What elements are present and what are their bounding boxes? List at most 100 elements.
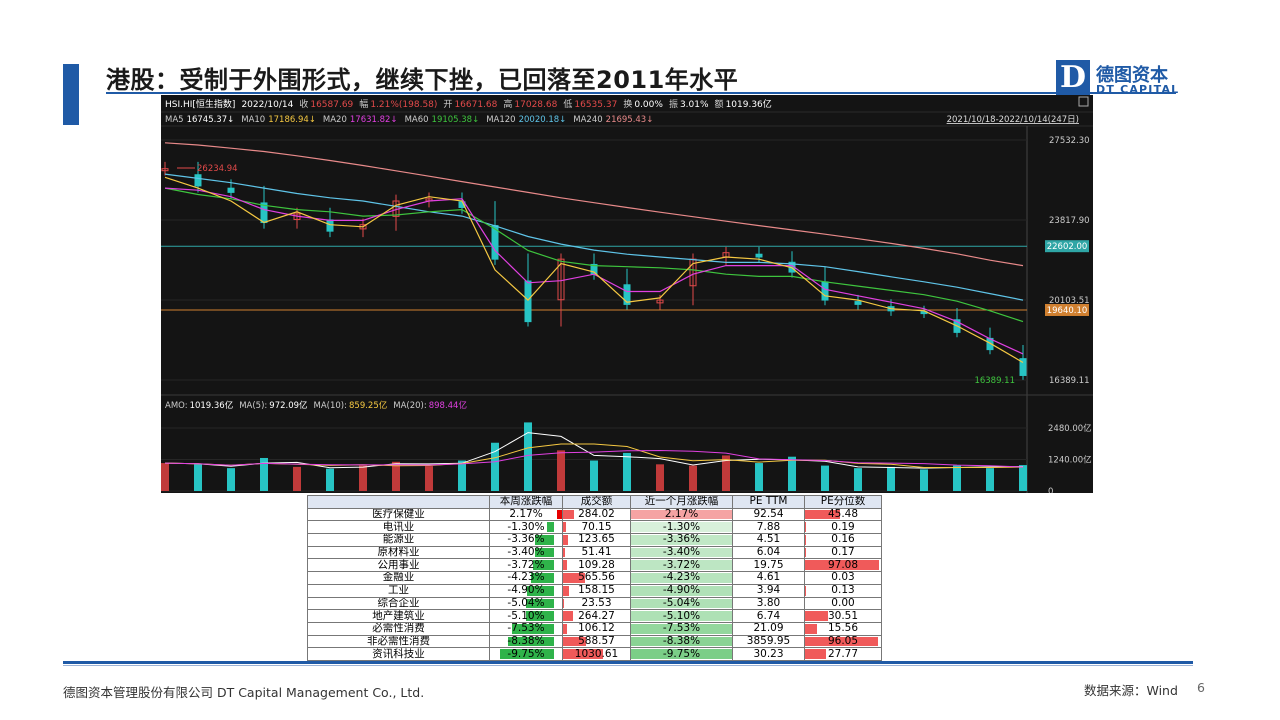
amount-cell: 158.15 (562, 583, 631, 598)
expand-icon (1078, 96, 1089, 107)
week-change-cell-bar (533, 560, 554, 571)
ma-line-ma60 (164, 187, 1024, 323)
pe-ttm-cell-text: 21.09 (753, 622, 784, 635)
volume-legend-value: 972.09亿 (269, 400, 307, 411)
title-underline (106, 92, 1176, 94)
sector-name-cell-text: 资讯科技业 (372, 647, 425, 660)
pe-ttm-cell-text: 6.74 (756, 609, 781, 622)
sector-table-body: 医疗保健业 2.17% 284.02 2.17% 92.54 45.48 电讯业 -1.30%… (307, 507, 882, 661)
price-tick-label: 27532.30 (1049, 136, 1090, 146)
month-change-cell-text: -5.04% (662, 597, 701, 609)
volume-bar (359, 465, 367, 491)
info-bar-text: 16587.69 (310, 100, 353, 110)
volume-bar (623, 452, 631, 491)
footer-rule (63, 661, 1193, 664)
volume-bar (524, 422, 532, 491)
volume-bar (458, 460, 466, 491)
amount-cell: 588.57 (562, 634, 631, 649)
amount-cell: 565.56 (562, 571, 631, 585)
amount-cell-text: 51.41 (581, 546, 612, 559)
sector-name-cell-text: 公用事业 (377, 558, 420, 571)
sector-name-cell-text: 综合企业 (377, 597, 420, 609)
price-tick-label: 20103.51 (1049, 296, 1090, 306)
sector-name-cell-text: 非必需性消费 (367, 635, 430, 647)
pe-ttm-cell: 6.74 (732, 609, 805, 623)
ma-legend-value: 17631.82↓ (350, 115, 398, 125)
sector-name-cell-text: 地产建筑业 (372, 609, 425, 622)
week-change-cell-text: 2.17% (509, 508, 543, 521)
amount-cell-bar (563, 522, 566, 533)
week-change-cell: -4.23% (489, 571, 563, 585)
pe-percentile-cell-bar (805, 509, 840, 520)
amount-cell: 109.28 (562, 558, 631, 573)
volume-bar (755, 463, 763, 491)
pe-percentile-cell-text: 45.48 (827, 508, 859, 521)
price-tick-label: 16389.11 (1049, 376, 1090, 386)
amount-cell-text: 588.57 (578, 635, 615, 647)
date-range-label: 2021/10/18-2022/10/14(247日) (947, 115, 1079, 125)
volume-bar (821, 465, 829, 491)
reference-tag-label: 19640.10 (1047, 306, 1088, 316)
table-row: 能源业 -3.36% 123.65 -3.36% 4.51 0.16 (307, 533, 882, 547)
sector-name-cell-text: 电讯业 (382, 520, 415, 533)
volume-bar (293, 466, 301, 491)
sector-name-cell-text: 必需性消费 (372, 622, 425, 635)
logo-name-en: DT CAPITAL (1096, 83, 1180, 96)
pe-percentile-cell-bar (805, 611, 829, 621)
amount-cell: 123.65 (562, 533, 631, 547)
pe-percentile-cell-bar (805, 636, 878, 647)
pe-percentile-cell: 30.51 (804, 609, 882, 623)
volume-bar (227, 468, 235, 491)
candle-body (854, 301, 862, 305)
amount-cell: 1030.61 (562, 647, 631, 661)
info-bar-text: 1019.36亿 (726, 98, 772, 110)
candle-body (557, 258, 565, 301)
month-change-cell: -7.53% (630, 621, 733, 636)
week-change-cell-text: -1.30% (507, 520, 545, 533)
amount-cell: 284.02 (562, 507, 631, 522)
reference-tag-label: 22602.00 (1047, 242, 1088, 252)
month-change-cell-bar (631, 560, 732, 571)
week-change-cell: -3.36% (489, 533, 563, 547)
week-change-cell: -5.10% (489, 609, 563, 623)
pe-percentile-cell: 96.05 (804, 634, 882, 649)
ma-line-ma10 (164, 176, 1024, 364)
pe-ttm-cell-text: 30.23 (753, 647, 784, 660)
info-bar-text: 换 (623, 98, 632, 110)
hsi-kline-chart: HSI.HI[恒生指数] 2022/10/14 收 16587.69 幅 1.21%(19… (161, 95, 1093, 493)
month-change-cell: -8.38% (630, 634, 733, 649)
pe-percentile-cell-bar (805, 649, 827, 659)
volume-tick-label: 0 (1048, 487, 1053, 493)
volume-bar (260, 457, 268, 491)
month-change-cell: -4.90% (630, 583, 733, 598)
volume-bar (920, 469, 928, 491)
annotation-low-label: 16389.11 (974, 376, 1015, 386)
pe-percentile-cell-bar (805, 560, 879, 571)
month-change-cell: -4.23% (630, 571, 733, 585)
week-change-cell-text: -5.10% (507, 609, 545, 622)
candle-body (524, 280, 532, 323)
kline-svg: HSI.HI[恒生指数] 2022/10/14 收 16587.69 幅 1.21%(19… (161, 96, 1093, 493)
info-bar-text: 3.01% (680, 100, 709, 110)
slide-title: 港股：受制于外围形式，继续下挫，已回落至2011年水平 (106, 66, 739, 94)
month-change-cell-bar (631, 535, 732, 545)
week-change-cell-text: -3.40% (507, 546, 545, 559)
candle-body (755, 253, 763, 258)
logo-name-cn: 德图资本 (1096, 65, 1168, 86)
table-row: 地产建筑业 -5.10% 264.27 -5.10% 6.74 30.51 (307, 609, 882, 623)
week-change-cell: -7.53% (489, 621, 563, 636)
week-change-cell-bar (535, 535, 554, 545)
volume-legend-name: MA(20): (393, 401, 426, 411)
month-change-cell-bar (631, 598, 732, 609)
sector-name-cell-text: 原材料业 (377, 546, 420, 559)
info-bar-text: 17028.68 (514, 100, 557, 110)
volume-bar (887, 466, 895, 491)
month-change-cell-bar (631, 611, 732, 621)
pe-percentile-cell: 45.48 (804, 507, 882, 522)
week-change-cell-text: -3.36% (507, 533, 545, 546)
price-tick-label: 23817.90 (1049, 216, 1090, 226)
pe-percentile-cell-text: 96.05 (827, 635, 859, 647)
month-change-cell-bar (631, 509, 732, 520)
pe-ttm-cell: 19.75 (732, 558, 805, 573)
sector-name-cell-text: 工业 (388, 584, 409, 597)
